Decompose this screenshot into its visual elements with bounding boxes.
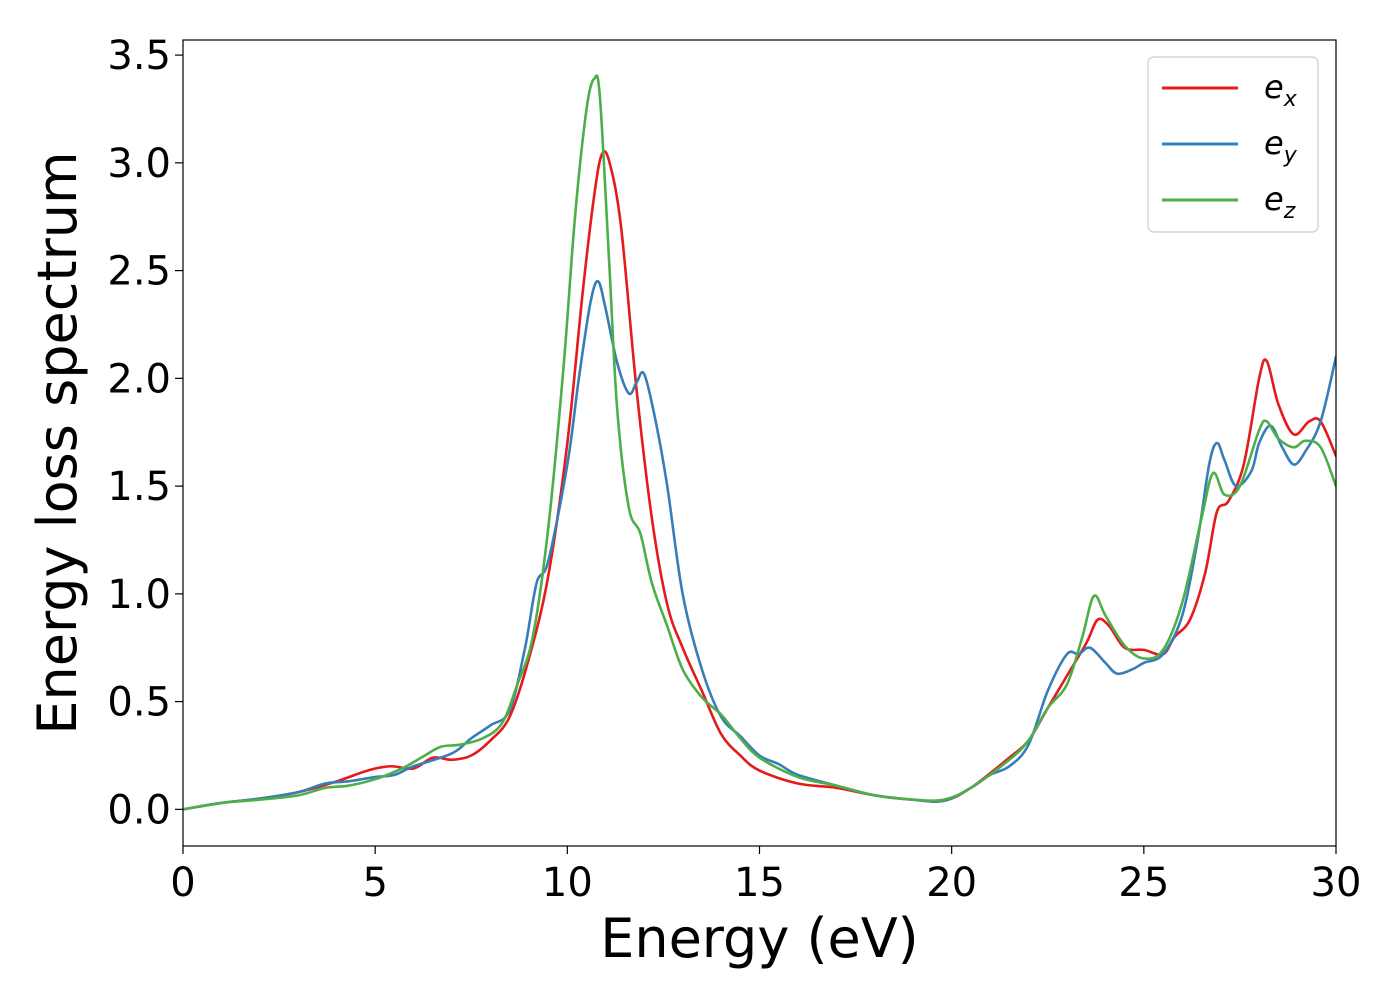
y-tick-label: 3.0 (107, 141, 171, 187)
series-layer (183, 74, 1336, 811)
x-tick-label: 30 (1311, 860, 1362, 906)
y-tick-label: 0.5 (107, 680, 171, 726)
x-tick-label: 20 (926, 860, 977, 906)
y-tick-label: 0.0 (107, 787, 171, 833)
series-line-e-y (183, 280, 1336, 811)
x-tick-label: 25 (1118, 860, 1169, 906)
y-tick-label: 2.0 (107, 356, 171, 402)
plot-area (183, 40, 1336, 846)
legend-label-e-x: ex (1264, 68, 1298, 112)
x-tick-label: 5 (362, 860, 387, 906)
legend: ex ey ez (1147, 56, 1319, 233)
x-tick-label: 15 (734, 860, 785, 906)
legend-entries: ex ey ez (1162, 68, 1298, 224)
x-tick-label: 10 (542, 860, 593, 906)
series-line-e-z (183, 74, 1336, 811)
series-line-e-x (183, 150, 1336, 811)
y-tick-label: 1.0 (107, 572, 171, 618)
y-tick-label: 2.5 (107, 249, 171, 295)
x-axis: 0 5 10 15 20 25 30 (170, 846, 1361, 906)
legend-label-e-z: ez (1264, 180, 1296, 224)
x-tick-label: 0 (170, 860, 195, 906)
y-axis: 0.0 0.5 1.0 1.5 2.0 2.5 3.0 3.5 (107, 33, 183, 833)
legend-label-e-y: ey (1264, 124, 1298, 168)
y-tick-label: 1.5 (107, 464, 171, 510)
x-axis-label: Energy (eV) (600, 907, 919, 970)
y-axis-label: Energy loss spectrum (26, 151, 89, 734)
y-tick-label: 3.5 (107, 33, 171, 79)
